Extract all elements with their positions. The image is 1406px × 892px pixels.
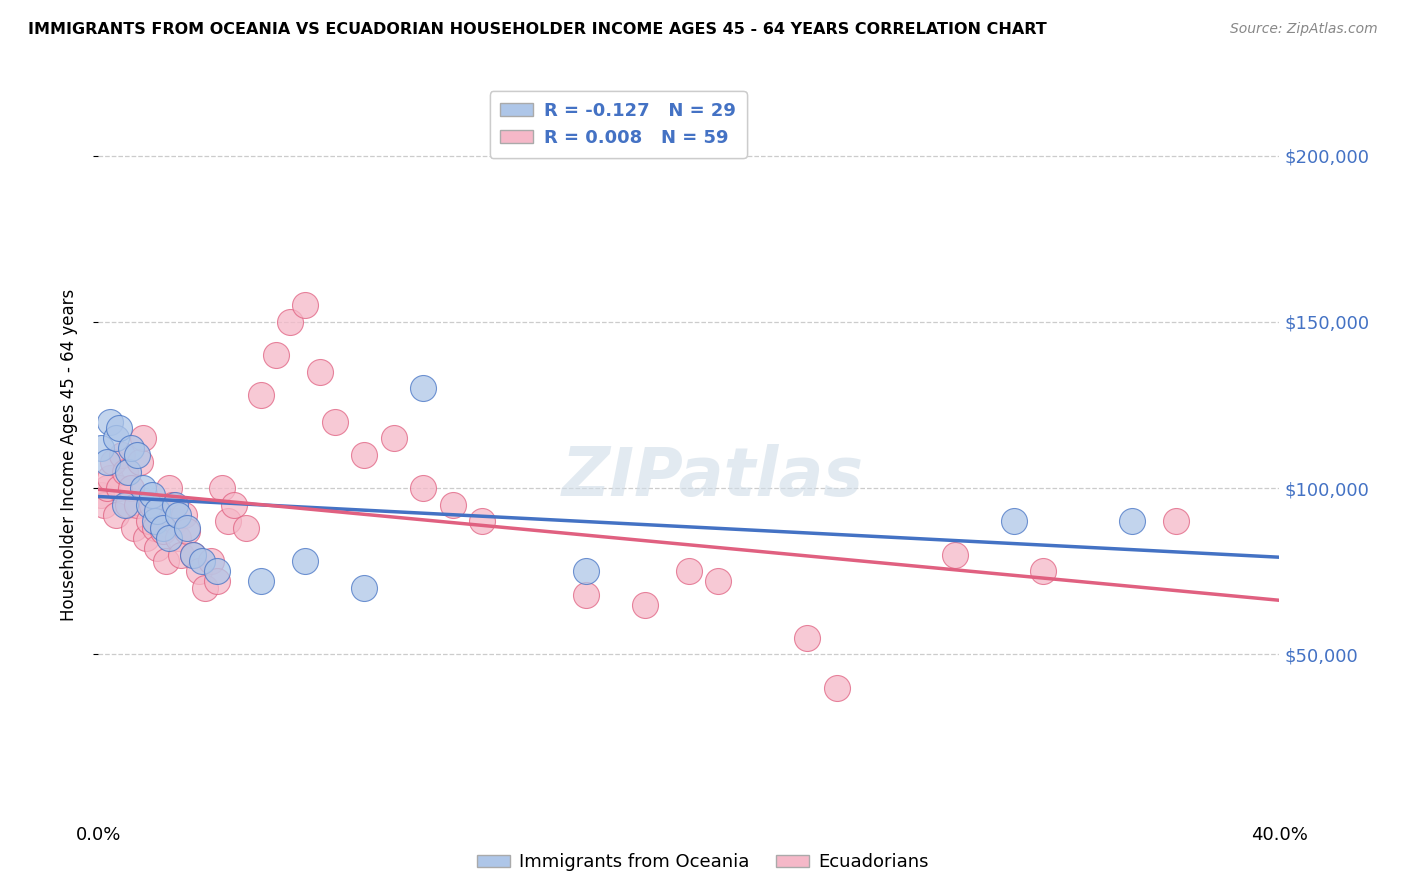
Point [294, 298, 316, 312]
Point [103, 454, 125, 468]
Point [187, 564, 209, 578]
Point [155, 554, 177, 568]
Point [96, 454, 118, 468]
Point [105, 431, 128, 445]
Point [132, 431, 155, 445]
Point [90, 488, 112, 502]
Point [114, 498, 136, 512]
Point [176, 521, 198, 535]
Point [93, 498, 115, 512]
Point [120, 481, 142, 495]
Point [707, 574, 730, 589]
Point [114, 465, 136, 479]
Point [309, 365, 332, 379]
Point [125, 448, 148, 462]
Point [170, 548, 193, 562]
Point [143, 521, 166, 535]
Point [152, 521, 174, 535]
Point [111, 448, 134, 462]
Point [574, 564, 596, 578]
Point [167, 531, 190, 545]
Point [98, 471, 121, 485]
Point [323, 415, 346, 429]
Point [90, 442, 112, 456]
Point [574, 588, 596, 602]
Point [120, 442, 142, 456]
Point [135, 531, 157, 545]
Text: IMMIGRANTS FROM OCEANIA VS ECUADORIAN HOUSEHOLDER INCOME AGES 45 - 64 YEARS CORR: IMMIGRANTS FROM OCEANIA VS ECUADORIAN HO… [28, 22, 1047, 37]
Point [1121, 515, 1143, 529]
Point [294, 554, 316, 568]
Point [943, 548, 966, 562]
Point [200, 554, 222, 568]
Point [382, 431, 405, 445]
Text: ZIPatlas: ZIPatlas [561, 444, 863, 510]
Point [211, 481, 233, 495]
Point [278, 315, 302, 329]
Point [224, 498, 246, 512]
Point [250, 574, 273, 589]
Point [149, 504, 172, 518]
Point [264, 348, 287, 362]
Point [173, 508, 195, 522]
Point [165, 498, 187, 512]
Point [678, 564, 700, 578]
Point [181, 548, 204, 562]
Point [98, 415, 121, 429]
Point [122, 521, 145, 535]
Point [138, 498, 160, 512]
Point [1164, 515, 1187, 529]
Point [96, 481, 118, 495]
Y-axis label: Householder Income Ages 45 - 64 years: Householder Income Ages 45 - 64 years [59, 289, 77, 621]
Point [181, 548, 204, 562]
Point [128, 454, 150, 468]
Point [176, 524, 198, 539]
Point [1032, 564, 1054, 578]
Point [412, 381, 434, 395]
Point [143, 515, 166, 529]
Point [162, 498, 183, 512]
Legend: Immigrants from Oceania, Ecuadorians: Immigrants from Oceania, Ecuadorians [470, 847, 936, 879]
Point [117, 465, 139, 479]
Point [157, 481, 180, 495]
Point [250, 388, 273, 402]
Point [167, 508, 190, 522]
Point [108, 481, 131, 495]
Point [471, 515, 494, 529]
Point [235, 521, 257, 535]
Point [633, 598, 655, 612]
Point [194, 581, 217, 595]
Point [205, 574, 228, 589]
Point [217, 515, 239, 529]
Point [441, 498, 464, 512]
Point [152, 524, 174, 539]
Point [105, 508, 128, 522]
Legend: R = -0.127   N = 29, R = 0.008   N = 59: R = -0.127 N = 29, R = 0.008 N = 59 [489, 91, 747, 158]
Point [117, 498, 139, 512]
Point [412, 481, 434, 495]
Point [125, 498, 148, 512]
Point [141, 498, 163, 512]
Point [191, 554, 214, 568]
Point [146, 541, 169, 555]
Point [353, 448, 375, 462]
Point [146, 504, 169, 518]
Point [138, 515, 160, 529]
Point [796, 631, 818, 645]
Point [157, 531, 180, 545]
Point [1002, 515, 1025, 529]
Point [205, 564, 228, 578]
Text: Source: ZipAtlas.com: Source: ZipAtlas.com [1230, 22, 1378, 37]
Point [132, 481, 155, 495]
Point [353, 581, 375, 595]
Point [165, 515, 187, 529]
Point [825, 681, 848, 695]
Point [141, 488, 163, 502]
Point [108, 421, 131, 435]
